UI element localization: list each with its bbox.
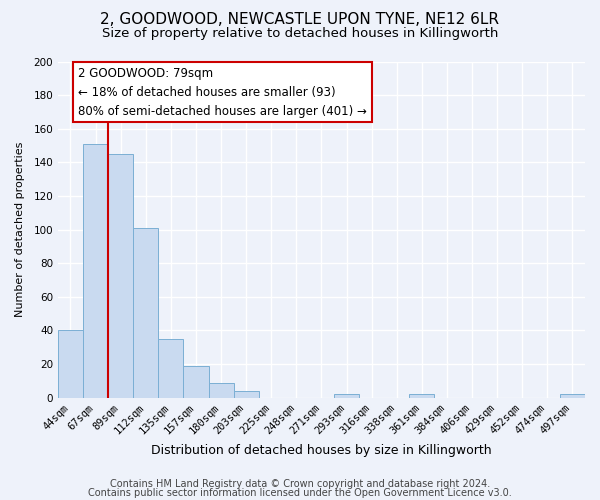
Text: Size of property relative to detached houses in Killingworth: Size of property relative to detached ho… xyxy=(102,28,498,40)
Bar xyxy=(560,394,585,398)
Bar xyxy=(334,394,359,398)
Bar xyxy=(233,391,259,398)
Bar xyxy=(209,382,233,398)
Bar xyxy=(184,366,209,398)
Bar xyxy=(108,154,133,398)
Bar xyxy=(58,330,83,398)
Text: Contains HM Land Registry data © Crown copyright and database right 2024.: Contains HM Land Registry data © Crown c… xyxy=(110,479,490,489)
Text: 2 GOODWOOD: 79sqm
← 18% of detached houses are smaller (93)
80% of semi-detached: 2 GOODWOOD: 79sqm ← 18% of detached hous… xyxy=(78,66,367,118)
Bar xyxy=(83,144,108,398)
Bar xyxy=(133,228,158,398)
Bar xyxy=(158,339,184,398)
Text: Contains public sector information licensed under the Open Government Licence v3: Contains public sector information licen… xyxy=(88,488,512,498)
Text: 2, GOODWOOD, NEWCASTLE UPON TYNE, NE12 6LR: 2, GOODWOOD, NEWCASTLE UPON TYNE, NE12 6… xyxy=(101,12,499,28)
Bar xyxy=(409,394,434,398)
X-axis label: Distribution of detached houses by size in Killingworth: Distribution of detached houses by size … xyxy=(151,444,492,458)
Y-axis label: Number of detached properties: Number of detached properties xyxy=(15,142,25,318)
